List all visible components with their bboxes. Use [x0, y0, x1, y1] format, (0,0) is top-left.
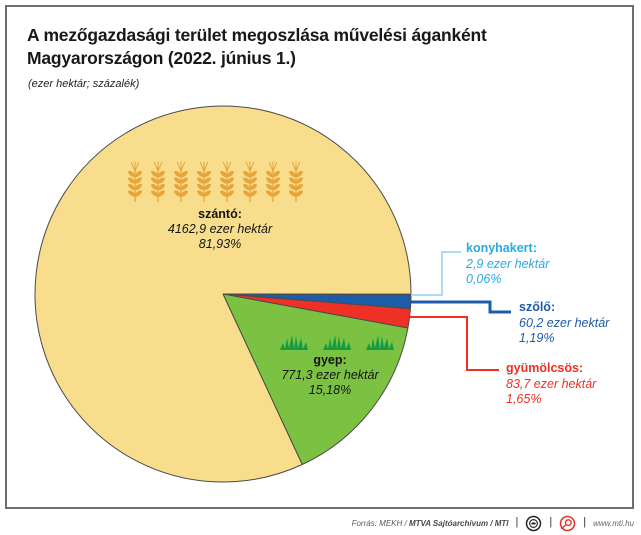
- gyumolcsos-value: 83,7 ezer hektár: [506, 376, 597, 391]
- title-line-2: Magyarországon (2022. június 1.): [27, 48, 296, 68]
- grass-icon: [366, 335, 394, 350]
- grass-icon: [323, 335, 351, 350]
- source-bold: MTVA Sajtóarchívum / MTI: [408, 518, 509, 528]
- chart-subtitle: (ezer hektár; százalék): [28, 78, 140, 90]
- slice-label-konyhakert: konyhakert: 2,9 ezer hektár 0,06%: [466, 241, 549, 288]
- grass-icon-row: [279, 334, 395, 350]
- footer: Forrás: MEKH / MTVA Sajtóarchívum / MTI …: [352, 512, 634, 534]
- gyumolcsos-name: gyümölcsös:: [506, 361, 584, 375]
- footer-separator: |: [515, 516, 519, 528]
- leader-line-szolo: [411, 300, 511, 314]
- slice-label-gyumolcsos: gyümölcsös: 83,7 ezer hektár 1,65%: [506, 361, 596, 408]
- mti-logo-icon: [559, 515, 576, 531]
- source-credit: Forrás: MEKH / MTVA Sajtóarchívum / MTI: [352, 519, 509, 528]
- slice-label-szanto: szántó: 4162,9 ezer hektár 81,93%: [130, 207, 310, 252]
- pie-slices: [34, 105, 412, 483]
- grass-icon: [280, 335, 308, 350]
- gyep-value: 771,3 ezer hektár: [281, 368, 379, 382]
- szanto-name: szántó:: [198, 207, 242, 221]
- source-url: www.mti.hu: [593, 518, 634, 528]
- wheat-icon-row: [128, 161, 303, 203]
- slice-label-gyep: gyep: 771,3 ezer hektár 15,18%: [250, 353, 410, 398]
- konyhakert-value: 2,9 ezer hektár: [466, 256, 550, 271]
- wheat-icon: [243, 161, 257, 203]
- page-title: A mezőgazdasági terület megoszlása művel…: [27, 24, 607, 70]
- konyhakert-percent: 0,06%: [466, 272, 502, 286]
- konyhakert-name: konyhakert:: [466, 241, 537, 255]
- mtva-logo-icon: [526, 515, 542, 531]
- szolo-value: 60,2 ezer hektár: [519, 315, 610, 330]
- source-prefix: Forrás: MEKH /: [351, 518, 409, 528]
- pie-slice-szanto: [34, 105, 412, 483]
- szolo-name: szőlő:: [519, 300, 556, 314]
- wheat-icon: [151, 161, 165, 203]
- wheat-icon: [197, 161, 211, 203]
- szanto-value: 4162,9 ezer hektár: [167, 222, 273, 236]
- gyep-percent: 15,18%: [308, 383, 352, 397]
- wheat-icon: [266, 161, 280, 203]
- leader-line-gyumolcsos: [410, 316, 499, 371]
- wheat-icon: [289, 161, 303, 203]
- footer-separator: |: [549, 516, 553, 528]
- wheat-icon: [220, 161, 234, 203]
- gyumolcsos-percent: 1,65%: [506, 392, 542, 406]
- szanto-percent: 81,93%: [198, 237, 242, 251]
- slice-label-szolo: szőlő: 60,2 ezer hektár 1,19%: [519, 300, 609, 347]
- pie-slice-gyep: [222, 293, 409, 466]
- wheat-icon: [128, 161, 142, 203]
- gyep-name: gyep:: [313, 353, 347, 367]
- wheat-icon: [174, 161, 188, 203]
- footer-separator: |: [583, 516, 587, 528]
- title-line-1: A mezőgazdasági terület megoszlása művel…: [27, 25, 487, 45]
- leader-line-konyhakert: [411, 251, 461, 296]
- szolo-percent: 1,19%: [519, 331, 555, 345]
